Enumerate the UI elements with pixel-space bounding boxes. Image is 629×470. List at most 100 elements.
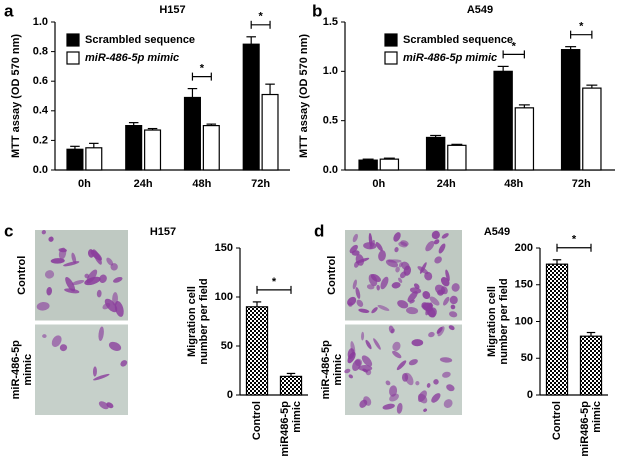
cell bbox=[407, 291, 418, 303]
cell bbox=[344, 368, 351, 374]
cell bbox=[358, 308, 370, 313]
cell bbox=[347, 351, 356, 364]
cell bbox=[349, 244, 358, 254]
cell bbox=[42, 334, 47, 338]
cell bbox=[348, 374, 354, 379]
cell bbox=[361, 355, 373, 367]
bar bbox=[425, 136, 446, 171]
cell bbox=[426, 383, 431, 388]
panel-title: A549 bbox=[484, 226, 510, 238]
cell bbox=[422, 291, 431, 300]
cell bbox=[373, 338, 381, 350]
y-axis-label: Migration cellnumber per field bbox=[486, 278, 510, 364]
panel-title: H157 bbox=[150, 226, 176, 238]
cell bbox=[44, 270, 55, 279]
y-tick-label: 0.8 bbox=[33, 46, 48, 58]
cell bbox=[418, 393, 428, 404]
cell bbox=[377, 304, 390, 311]
x-tick-label: Control bbox=[251, 401, 263, 440]
cell bbox=[424, 271, 433, 281]
cell bbox=[398, 262, 403, 268]
cell bbox=[350, 341, 356, 355]
cell bbox=[375, 242, 383, 252]
cell bbox=[397, 300, 409, 309]
panel-title: H157 bbox=[159, 4, 185, 16]
cell bbox=[96, 289, 102, 298]
cell bbox=[429, 296, 440, 306]
cell bbox=[446, 384, 455, 392]
image-label: miR-486-5pmimic bbox=[320, 340, 344, 400]
cell bbox=[98, 326, 104, 342]
cell bbox=[359, 399, 368, 408]
y-tick-label: 200 bbox=[515, 242, 533, 254]
cell bbox=[376, 284, 380, 291]
legend-swatch bbox=[66, 33, 80, 47]
panel-letter: b bbox=[312, 1, 322, 20]
cell bbox=[390, 328, 395, 334]
cell bbox=[113, 276, 123, 283]
x-tick-label: 48h bbox=[192, 178, 211, 190]
cell bbox=[433, 379, 439, 385]
cell bbox=[401, 261, 410, 271]
micrograph bbox=[35, 324, 128, 415]
cell bbox=[99, 274, 107, 283]
cell bbox=[368, 233, 373, 247]
y-axis-label: MTT assay (OD 570 nm) bbox=[298, 34, 310, 158]
y-tick-label: 150 bbox=[515, 279, 533, 291]
significance: * bbox=[258, 11, 263, 23]
cell bbox=[382, 403, 395, 410]
panel-letter: c bbox=[4, 221, 13, 240]
cell bbox=[428, 331, 435, 338]
x-tick-label: miR486-5pmimic bbox=[279, 401, 303, 457]
bar bbox=[514, 107, 535, 171]
cell bbox=[369, 239, 375, 249]
cell bbox=[50, 258, 65, 264]
cell bbox=[437, 289, 444, 296]
panel-title: A549 bbox=[467, 4, 493, 16]
cell bbox=[423, 408, 428, 412]
cell bbox=[409, 299, 415, 304]
cell bbox=[48, 236, 54, 242]
cell bbox=[449, 295, 458, 305]
y-tick-label: 50 bbox=[521, 352, 533, 364]
x-tick-label: miR486-5pmimic bbox=[579, 401, 603, 457]
legend-swatch bbox=[384, 33, 398, 47]
cell bbox=[92, 366, 97, 377]
text-line: mimic bbox=[291, 401, 303, 433]
cell bbox=[93, 373, 110, 381]
significance: * bbox=[272, 276, 277, 288]
image-label: Control bbox=[326, 256, 338, 295]
cell bbox=[352, 279, 357, 290]
cell bbox=[438, 243, 446, 254]
cell bbox=[425, 240, 435, 252]
cell bbox=[106, 402, 114, 409]
bar bbox=[125, 124, 143, 171]
significance: * bbox=[512, 40, 517, 52]
bar bbox=[545, 263, 569, 396]
cell bbox=[425, 302, 433, 316]
significance: * bbox=[200, 63, 205, 75]
cell bbox=[441, 233, 449, 239]
cell bbox=[406, 307, 419, 315]
cell bbox=[365, 369, 372, 376]
cell bbox=[361, 331, 365, 341]
bar bbox=[85, 147, 103, 171]
image-label: miR-486-5pmimic bbox=[10, 340, 34, 400]
y-tick-label: 0.0 bbox=[33, 164, 48, 176]
cell bbox=[385, 259, 399, 268]
text-line: mimic bbox=[332, 354, 344, 386]
text-line: Migration cell bbox=[186, 286, 198, 357]
y-tick-label: 0 bbox=[527, 389, 533, 401]
cell bbox=[449, 311, 458, 318]
cell bbox=[392, 350, 402, 359]
cell bbox=[65, 276, 76, 292]
y-tick-label: 50 bbox=[221, 340, 233, 352]
bar bbox=[279, 375, 303, 396]
cell bbox=[443, 399, 453, 408]
cell bbox=[445, 269, 450, 282]
cell bbox=[352, 359, 361, 371]
cell bbox=[431, 230, 440, 240]
y-tick-label: 100 bbox=[215, 291, 233, 303]
text-line: miR486-5p bbox=[279, 401, 291, 457]
